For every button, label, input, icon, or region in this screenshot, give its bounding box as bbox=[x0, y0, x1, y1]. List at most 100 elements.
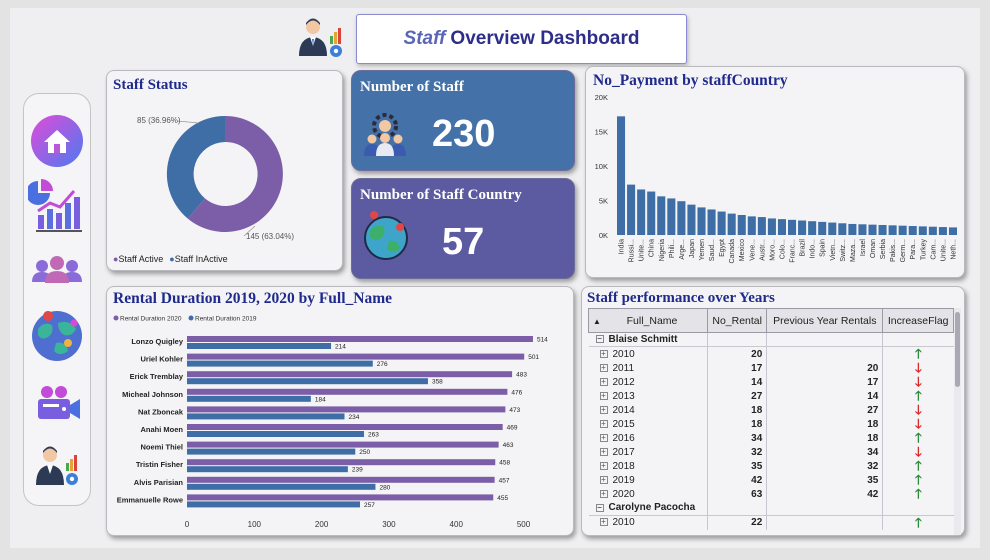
col-previous-year-rentals[interactable]: Previous Year Rentals bbox=[766, 308, 884, 333]
camera-icon bbox=[38, 386, 80, 419]
payment-bar bbox=[767, 218, 776, 235]
legend-item-active: ●Staff Active bbox=[113, 254, 164, 264]
sidebar-nav bbox=[23, 93, 91, 506]
x-tick-label: 300 bbox=[382, 520, 396, 529]
expand-toggle-icon[interactable]: + bbox=[599, 362, 608, 372]
down-arrow-icon: 🡓 bbox=[882, 361, 954, 375]
x-tick-label: Unite... bbox=[639, 239, 646, 261]
legend-marker-2019 bbox=[188, 315, 194, 321]
bar-2019 bbox=[187, 483, 376, 490]
x-tick-label: 100 bbox=[248, 520, 262, 529]
data-label-2019: 214 bbox=[335, 344, 346, 351]
expand-toggle-icon[interactable]: + bbox=[599, 488, 608, 498]
x-tick-label: Austr... bbox=[759, 239, 766, 261]
expand-toggle-icon[interactable]: + bbox=[599, 517, 608, 527]
table-row[interactable]: +2013 27 14 🡑 bbox=[589, 389, 954, 403]
payment-bar bbox=[808, 221, 817, 235]
nav-world-map-button[interactable] bbox=[28, 307, 86, 365]
payment-bar bbox=[677, 201, 686, 235]
team-gear-icon bbox=[362, 111, 408, 162]
table-group-row[interactable]: − Carolyne Pacocha bbox=[588, 501, 954, 516]
col-full-name[interactable]: ▲ Full_Name bbox=[588, 308, 709, 333]
x-tick-label: 500 bbox=[517, 520, 531, 529]
table-row[interactable]: +2018 35 32 🡑 bbox=[589, 459, 954, 473]
expand-toggle-icon[interactable]: + bbox=[599, 404, 608, 414]
payment-bar bbox=[838, 223, 847, 235]
up-arrow-icon: 🡑 bbox=[882, 431, 954, 445]
expand-toggle-icon[interactable]: + bbox=[599, 376, 608, 386]
data-label-2020: 458 bbox=[499, 460, 510, 467]
x-tick-label: Pakis... bbox=[890, 239, 897, 262]
x-tick-label: India bbox=[619, 239, 626, 254]
table-row[interactable]: +2020 63 42 🡑 bbox=[589, 487, 954, 501]
col-no-rental[interactable]: No_Rental bbox=[707, 308, 768, 333]
nav-staff-button[interactable] bbox=[28, 439, 86, 497]
rental-chart-title: Rental Duration 2019, 2020 by Full_Name bbox=[113, 290, 392, 307]
nav-home-button[interactable] bbox=[28, 112, 86, 170]
payment-bar bbox=[747, 216, 756, 235]
bar-2020 bbox=[187, 424, 503, 430]
x-tick-label: Turkey bbox=[920, 239, 927, 261]
payment-bar bbox=[657, 196, 666, 235]
page-title: Staff Overview Dashboard bbox=[356, 14, 687, 64]
table-row[interactable]: +2012 14 17 🡓 bbox=[589, 375, 954, 389]
table-row[interactable]: +2011 17 20 🡓 bbox=[589, 361, 954, 375]
expand-toggle-icon[interactable]: + bbox=[599, 390, 608, 400]
down-arrow-icon: 🡓 bbox=[882, 375, 954, 389]
bar-2020 bbox=[187, 336, 533, 342]
bar-2020 bbox=[187, 441, 499, 448]
payment-bar bbox=[888, 225, 897, 235]
expand-toggle-icon[interactable]: + bbox=[599, 474, 608, 484]
payment-bar bbox=[717, 211, 726, 235]
bar-2020 bbox=[187, 388, 508, 395]
bar-2019 bbox=[187, 395, 311, 402]
nav-analytics-button[interactable] bbox=[26, 177, 86, 235]
table-row[interactable]: +2010 20 🡑 bbox=[589, 346, 954, 361]
expand-toggle-icon[interactable]: + bbox=[599, 418, 608, 428]
table-row[interactable]: +2014 18 27 🡓 bbox=[589, 403, 954, 417]
expand-toggle-icon[interactable]: + bbox=[599, 432, 608, 442]
x-tick-label: Cam... bbox=[930, 239, 937, 260]
up-arrow-icon: 🡑 bbox=[882, 459, 954, 473]
data-label-2020: 483 bbox=[516, 372, 527, 379]
x-tick-label: Vietn... bbox=[830, 239, 837, 261]
table-row[interactable]: +2019 42 35 🡑 bbox=[589, 473, 954, 487]
x-tick-label: Para... bbox=[910, 239, 917, 260]
x-tick-label: Franc... bbox=[790, 239, 797, 263]
nav-camera-button[interactable] bbox=[28, 374, 86, 432]
expand-toggle-icon[interactable]: + bbox=[599, 446, 608, 456]
table-group-row[interactable]: − Blaise Schmitt bbox=[588, 332, 954, 347]
up-arrow-icon: 🡑 bbox=[882, 487, 954, 501]
table-row[interactable]: +2016 34 18 🡑 bbox=[589, 431, 954, 445]
expand-toggle-icon[interactable]: + bbox=[599, 460, 608, 470]
x-tick-label: Phili... bbox=[669, 239, 676, 258]
x-tick-label: Russi... bbox=[629, 239, 636, 262]
collapse-toggle-icon[interactable]: − bbox=[595, 334, 604, 344]
rental-chart: Rental Duration 2020 Rental Duration 2019… bbox=[113, 315, 548, 529]
payment-chart-card: No_Payment by staffCountry 0K 5K 10K 15K 20K… bbox=[585, 66, 965, 278]
legend-item-inactive: ●Staff InActive bbox=[169, 254, 228, 264]
bar-2019 bbox=[187, 343, 332, 349]
col-increase-flag[interactable]: IncreaseFlag bbox=[882, 308, 954, 333]
performance-title: Staff performance over Years bbox=[587, 290, 775, 306]
y-tick-label: 0K bbox=[599, 231, 608, 240]
scrollbar-thumb[interactable] bbox=[955, 312, 960, 387]
table-row[interactable]: +2015 18 18 🡓 bbox=[589, 417, 954, 431]
data-label-2019: 280 bbox=[379, 484, 390, 491]
bar-2020 bbox=[187, 476, 495, 483]
staff-status-title: Staff Status bbox=[113, 77, 188, 93]
x-tick-label: Japan bbox=[689, 239, 696, 258]
nav-people-button[interactable] bbox=[28, 242, 86, 300]
payment-bar bbox=[788, 219, 797, 235]
collapse-toggle-icon[interactable]: − bbox=[595, 502, 604, 512]
payment-bar bbox=[617, 116, 626, 235]
x-tick-label: Canada bbox=[729, 239, 736, 264]
table-row[interactable]: +2010 22 🡑 bbox=[589, 515, 954, 530]
x-tick-label: Saud... bbox=[709, 239, 716, 261]
x-tick-label: Nigeria bbox=[659, 239, 666, 261]
table-scrollbar[interactable] bbox=[954, 308, 961, 535]
expand-toggle-icon[interactable]: + bbox=[599, 348, 608, 358]
donut-label-inactive: 85 (36.96%) bbox=[137, 116, 181, 125]
table-row[interactable]: +2017 32 34 🡓 bbox=[589, 445, 954, 459]
